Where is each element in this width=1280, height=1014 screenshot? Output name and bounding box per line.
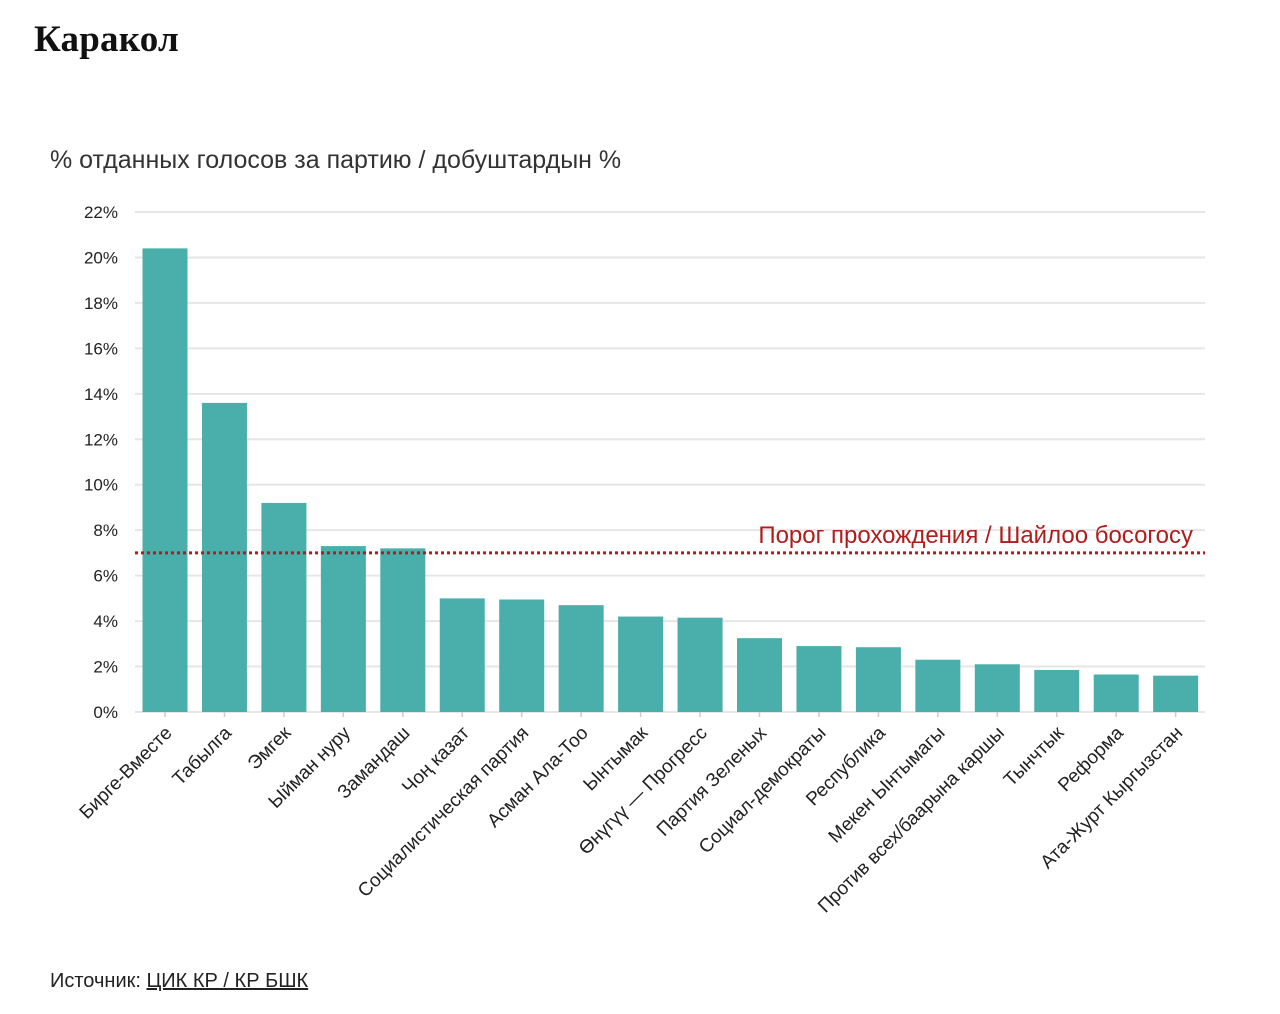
y-tick-label: 14%	[84, 385, 118, 404]
y-tick-label: 16%	[84, 339, 118, 358]
page-title: Каракол	[34, 19, 179, 60]
bar	[618, 616, 664, 712]
bar	[1093, 674, 1139, 712]
y-tick-label: 18%	[84, 294, 118, 313]
bar	[320, 546, 366, 712]
x-tick-label: Бирге-Вместе	[76, 723, 177, 824]
y-tick-label: 10%	[84, 476, 118, 495]
x-tick-label: Партия Зеленых	[653, 722, 771, 840]
bar	[142, 248, 188, 712]
x-tick-label: Эмгек	[244, 722, 296, 774]
bar	[380, 548, 426, 712]
y-tick-label: 4%	[93, 612, 118, 631]
y-axis-ticks: 0% 2% 4% 6% 8% 10% 12% 14% 16% 18% 20% 22%	[84, 203, 118, 722]
bars	[142, 248, 1199, 717]
y-tick-label: 2%	[93, 658, 118, 677]
bar	[677, 617, 723, 712]
chart-title: % отданных голосов за партию / добуштард…	[50, 146, 622, 174]
source-line: Источник: ЦИК КР / КР БШК	[50, 970, 308, 993]
bar	[201, 402, 247, 712]
x-tick-label: Асман Ала-Тоо	[483, 723, 592, 832]
bar	[796, 646, 842, 712]
x-tick-label: Табылга	[169, 722, 236, 789]
bar	[439, 598, 485, 712]
bar	[499, 599, 545, 712]
y-tick-label: 6%	[93, 567, 118, 586]
threshold-group: Порог прохождения / Шайлоо босогосу	[135, 522, 1205, 555]
source-link[interactable]: ЦИК КР / КР БШК	[146, 970, 309, 992]
grid-lines	[135, 211, 1205, 713]
bar	[737, 638, 782, 712]
y-tick-label: 20%	[84, 248, 118, 267]
y-tick-label: 0%	[93, 703, 118, 722]
bar	[558, 605, 604, 712]
source-label: Источник:	[50, 970, 141, 992]
y-tick-label: 12%	[84, 430, 118, 449]
bar	[1153, 675, 1199, 712]
y-tick-label: 8%	[93, 521, 118, 540]
bar	[1034, 669, 1080, 712]
bar	[915, 659, 961, 712]
threshold-label: Порог прохождения / Шайлоо босогосу	[758, 522, 1193, 549]
bar	[261, 502, 307, 712]
bar	[974, 664, 1020, 712]
y-tick-label: 22%	[84, 203, 118, 222]
bar	[855, 647, 901, 712]
